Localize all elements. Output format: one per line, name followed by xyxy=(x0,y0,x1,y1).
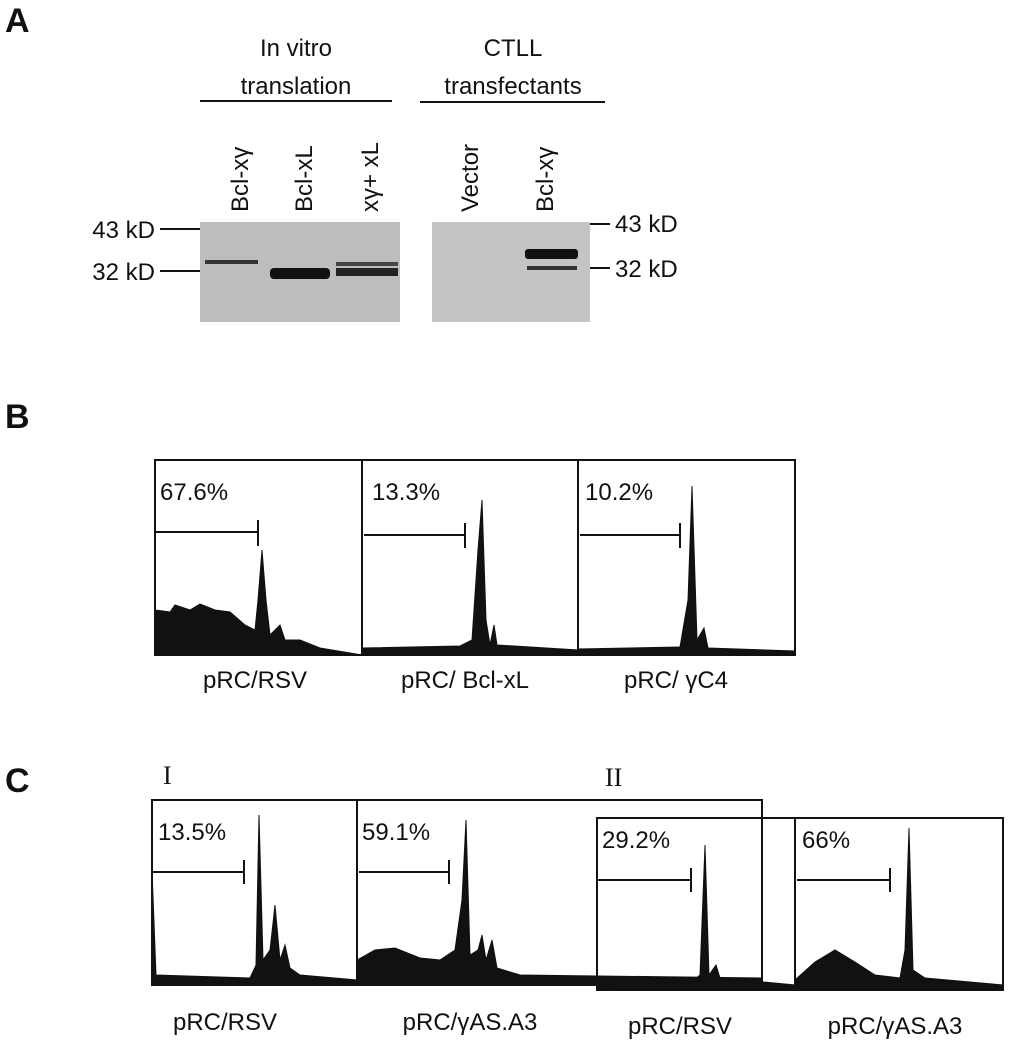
caption: pRC/ Bcl-xL xyxy=(401,667,529,694)
band xyxy=(336,268,398,276)
caption: pRC/γAS.A3 xyxy=(403,1009,538,1036)
caption: pRC/ γC4 xyxy=(624,667,728,694)
caption: pRC/γAS.A3 xyxy=(828,1013,963,1040)
lane-label: Bcl-xγ xyxy=(532,147,559,212)
percent-label: 67.6% xyxy=(160,479,228,506)
lane-label: Vector xyxy=(457,144,484,212)
band xyxy=(527,266,577,270)
histogram xyxy=(356,819,763,986)
band xyxy=(205,260,258,264)
percent-label: 29.2% xyxy=(602,827,670,854)
marker-label: 43 kD xyxy=(92,217,155,244)
percent-label: 10.2% xyxy=(585,479,653,506)
lane-label: xγ+ xL xyxy=(357,142,384,212)
marker-label: 32 kD xyxy=(615,256,678,283)
plot-frame xyxy=(151,799,763,986)
gate xyxy=(797,868,891,892)
gate xyxy=(152,860,245,884)
marker-label: 32 kD xyxy=(92,259,155,286)
percent-label: 66% xyxy=(802,827,850,854)
histogram xyxy=(596,844,796,991)
group-title: transfectants xyxy=(444,73,581,100)
group-title: CTLL xyxy=(484,35,543,62)
gate xyxy=(580,523,681,548)
group-title: translation xyxy=(241,73,352,100)
panel-label: B xyxy=(5,398,30,436)
percent-label: 13.3% xyxy=(372,479,440,506)
histogram xyxy=(151,814,358,986)
histogram xyxy=(361,499,579,656)
caption: pRC/RSV xyxy=(628,1013,732,1040)
gel xyxy=(432,222,590,322)
plot-frame xyxy=(154,459,796,656)
band xyxy=(525,249,578,259)
band xyxy=(270,268,330,279)
group-numeral: II xyxy=(605,763,622,792)
gate xyxy=(155,520,259,546)
group-numeral: I xyxy=(163,761,172,790)
caption: pRC/RSV xyxy=(203,667,307,694)
histogram xyxy=(577,485,796,656)
marker-label: 43 kD xyxy=(615,211,678,238)
lane-label: Bcl-xL xyxy=(291,145,318,212)
gate xyxy=(364,523,466,548)
panel-label: A xyxy=(5,2,30,40)
percent-label: 59.1% xyxy=(362,819,430,846)
histogram xyxy=(794,827,1004,991)
panel-label: C xyxy=(5,762,30,800)
percent-label: 13.5% xyxy=(158,819,226,846)
gate xyxy=(359,860,450,884)
histogram xyxy=(154,549,363,656)
plot-frame xyxy=(596,817,1004,991)
lane-label: Bcl-xγ xyxy=(227,147,254,212)
gate xyxy=(597,868,692,892)
group-title: In vitro xyxy=(260,35,332,62)
band xyxy=(336,262,398,266)
caption: pRC/RSV xyxy=(173,1009,277,1036)
